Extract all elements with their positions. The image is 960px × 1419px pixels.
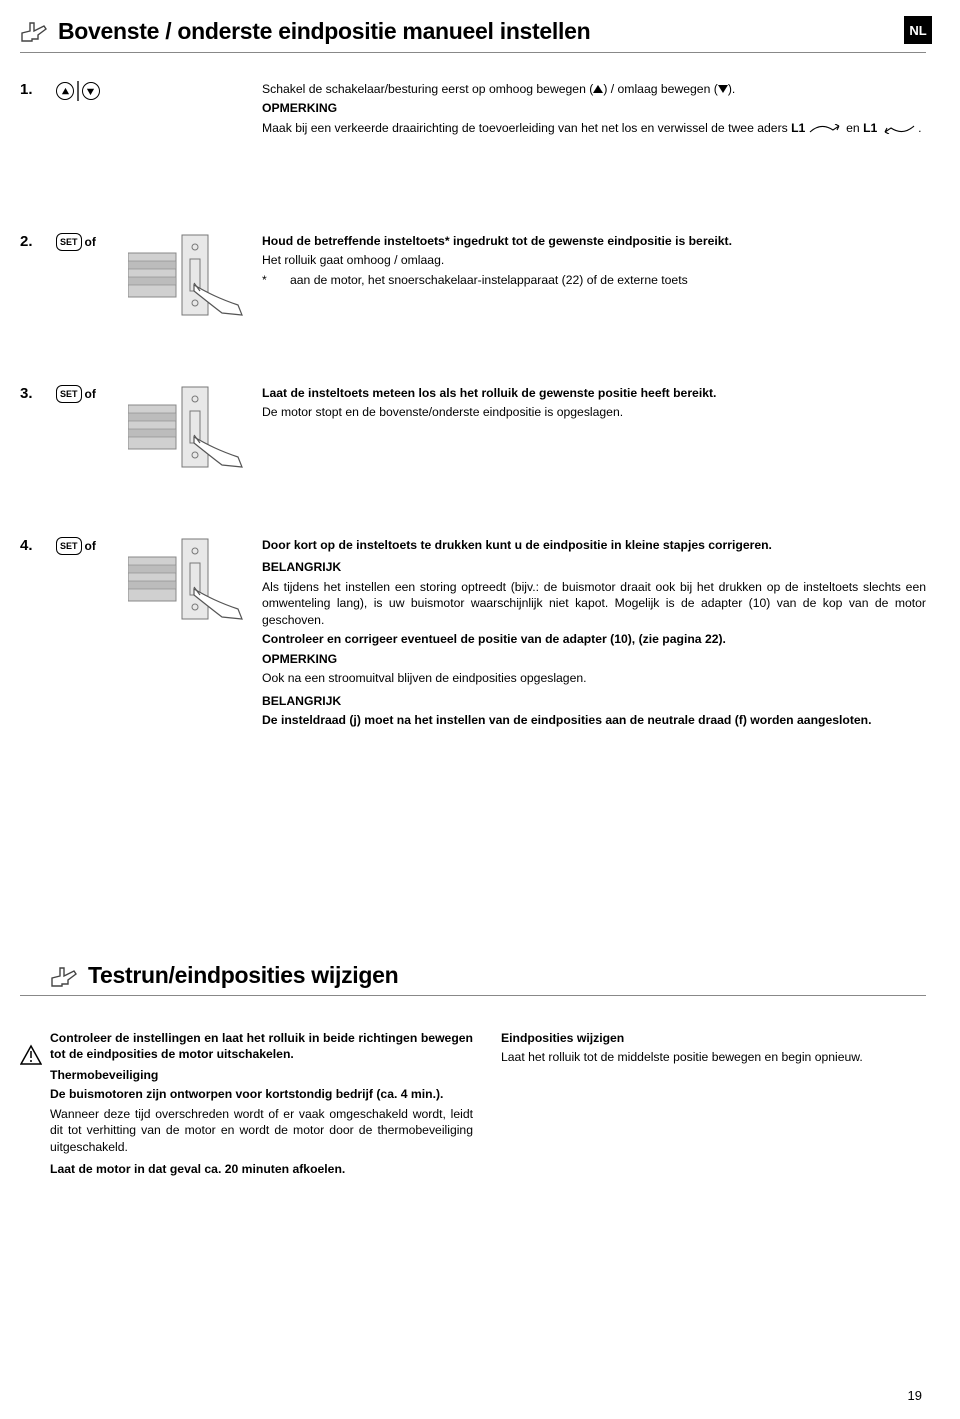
step-3-text: Laat de insteltoets meteen los als het r… (262, 385, 926, 424)
text: Wanneer deze tijd overschreden wordt of … (50, 1106, 473, 1155)
step-number: 4. (20, 537, 42, 554)
text: Schakel de schakelaar/besturing eerst op… (262, 82, 593, 96)
triangle-down-icon (718, 85, 728, 93)
pointing-hand-icon (50, 963, 78, 991)
step-1-text: Schakel de schakelaar/besturing eerst op… (262, 81, 926, 139)
set-button-icon: SET (56, 537, 82, 555)
of-label: of (85, 387, 96, 401)
text: ). (728, 82, 735, 96)
step-number: 1. (20, 81, 42, 98)
right-column: Eindposities wijzigen Laat het rolluik t… (501, 1030, 926, 1181)
down-button-icon (82, 82, 100, 100)
note-label: OPMERKING (262, 651, 926, 667)
warning-icon (20, 1044, 42, 1066)
motor-figure (128, 233, 248, 317)
step-1-controls (56, 81, 114, 101)
text: L1 (791, 121, 805, 135)
page-number: 19 (908, 1388, 922, 1403)
important-label: BELANGRIJK (262, 559, 926, 575)
step-number: 2. (20, 233, 42, 250)
of-label: of (85, 235, 96, 249)
section-header-2: Testrun/eindposities wijzigen (20, 962, 926, 996)
section-2: Testrun/eindposities wijzigen Controleer… (20, 962, 926, 1181)
text: en (846, 121, 863, 135)
step-2-controls: SET of (56, 233, 114, 251)
warning-block: Controleer de instellingen en laat het r… (20, 1030, 473, 1181)
of-label: of (85, 539, 96, 553)
text: * (262, 272, 290, 288)
text: De buismotoren zijn ontworpen voor korts… (50, 1086, 473, 1102)
text: Ook na een stroomuitval blijven de eindp… (262, 670, 926, 686)
set-button-icon: SET (56, 385, 82, 403)
left-column: Controleer de instellingen en laat het r… (48, 1030, 473, 1181)
text: Controleer de instellingen en laat het r… (50, 1030, 473, 1063)
language-badge: NL (904, 16, 932, 44)
set-button-icon: SET (56, 233, 82, 251)
up-button-icon (56, 82, 74, 100)
step-4-text: Door kort op de insteltoets te drukken k… (262, 537, 926, 732)
motor-figure (128, 537, 248, 621)
text: ) / omlaag bewegen ( (603, 82, 718, 96)
title-1: Bovenste / onderste eindpositie manueel … (58, 18, 590, 45)
step-2-text: Houd de betreffende insteltoets* ingedru… (262, 233, 926, 291)
subheading: Eindposities wijzigen (501, 1030, 926, 1046)
text: . (918, 121, 921, 135)
note-label: OPMERKING (262, 100, 926, 116)
title-2: Testrun/eindposities wijzigen (88, 962, 398, 989)
step-4-controls: SET of (56, 537, 114, 555)
subheading: Thermobeveiliging (50, 1067, 473, 1083)
figure-placeholder (128, 81, 248, 165)
important-label: BELANGRIJK (262, 693, 926, 709)
triangle-up-icon (593, 85, 603, 93)
text: Laat de insteltoets meteen los als het r… (262, 385, 926, 401)
text: L1 (863, 121, 877, 135)
pointing-hand-icon (20, 18, 48, 46)
text: Door kort op de insteltoets te drukken k… (262, 537, 926, 553)
text: Maak bij een verkeerde draairichting de … (262, 121, 791, 135)
motor-figure (128, 385, 248, 469)
wire-up-icon (809, 124, 843, 134)
text: Laat de motor in dat geval ca. 20 minute… (50, 1161, 473, 1177)
step-3-controls: SET of (56, 385, 114, 403)
step-2: 2. SET of Houd de betreffende insteltoet… (20, 233, 926, 317)
text: Het rolluik gaat omhoog / omlaag. (262, 252, 926, 268)
wire-down-icon (881, 124, 915, 134)
step-number: 3. (20, 385, 42, 402)
two-column-layout: Controleer de instellingen en laat het r… (20, 1030, 926, 1181)
text: Laat het rolluik tot de middelste positi… (501, 1049, 926, 1065)
text: Als tijdens het instellen een storing op… (262, 579, 926, 628)
text: De motor stopt en de bovenste/onderste e… (262, 404, 926, 420)
section-header-1: Bovenste / onderste eindpositie manueel … (20, 18, 926, 53)
text: Houd de betreffende insteltoets* ingedru… (262, 233, 926, 249)
step-1: 1. Schakel de schakelaar/besturing eerst… (20, 81, 926, 165)
text: De insteldraad (j) moet na het instellen… (262, 712, 926, 728)
text: aan de motor, het snoerschakelaar-instel… (290, 273, 688, 287)
step-4: 4. SET of Door kort op de insteltoets te… (20, 537, 926, 732)
text: Controleer en corrigeer eventueel de pos… (262, 631, 926, 647)
step-3: 3. SET of Laat de insteltoets meteen los… (20, 385, 926, 469)
separator (77, 81, 79, 101)
